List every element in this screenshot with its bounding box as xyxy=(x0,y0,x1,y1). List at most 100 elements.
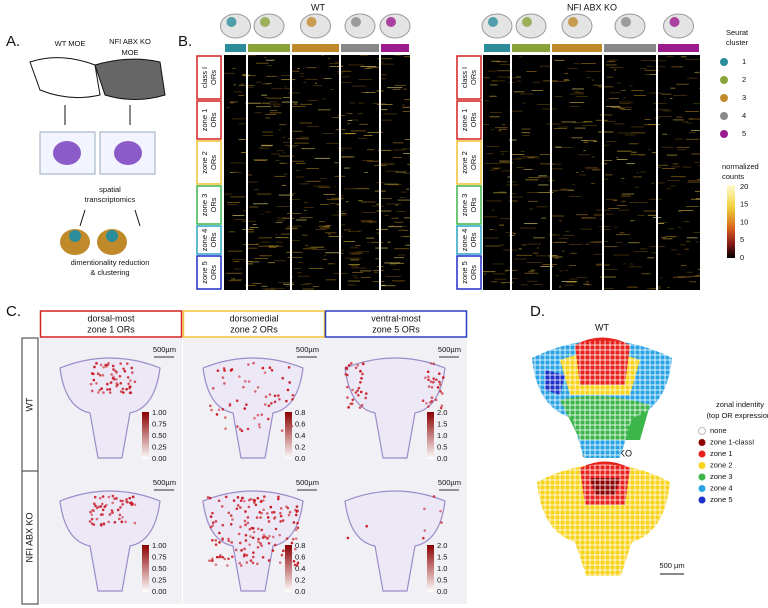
expression-spot xyxy=(427,385,431,388)
heat-streak xyxy=(669,98,673,99)
heat-streak xyxy=(595,119,608,121)
heat-streak xyxy=(521,244,527,246)
expression-spot xyxy=(356,389,359,392)
heat-streak xyxy=(538,184,549,186)
heat-streak xyxy=(651,252,659,254)
expression-spot xyxy=(432,495,436,498)
expression-spot xyxy=(436,386,440,389)
expression-spot xyxy=(246,521,250,525)
tissue xyxy=(114,141,142,165)
heat-streak xyxy=(608,207,620,209)
expression-spot xyxy=(110,373,113,376)
heat-streak xyxy=(260,146,263,148)
heat-streak xyxy=(602,144,610,146)
expression-spot xyxy=(351,398,355,402)
separator xyxy=(290,55,292,290)
row-box xyxy=(196,140,222,185)
expression-spot xyxy=(243,407,247,410)
heat-streak xyxy=(592,156,595,158)
expression-spot xyxy=(296,509,299,513)
expression-spot xyxy=(224,427,227,430)
expression-spot xyxy=(437,372,441,375)
panel-a: A. WT MOE NFI ABX KO MOE spatial transcr… xyxy=(6,33,166,277)
heat-streak xyxy=(341,76,350,78)
heat-streak xyxy=(248,55,257,57)
expression-spot xyxy=(426,370,430,374)
heat-streak xyxy=(568,265,577,266)
heat-streak xyxy=(506,184,519,186)
heat-streak xyxy=(282,136,286,138)
heat-streak xyxy=(387,87,403,89)
expression-spot xyxy=(223,369,226,372)
expression-spot xyxy=(296,521,299,525)
heat-streak xyxy=(576,277,588,279)
heat-streak xyxy=(646,288,660,290)
heat-streak xyxy=(307,99,318,101)
heat-streak xyxy=(299,136,309,138)
heat-streak xyxy=(327,263,333,264)
heat-streak xyxy=(527,200,538,202)
expression-spot xyxy=(261,536,265,539)
heat-streak xyxy=(402,236,410,237)
heat-streak xyxy=(685,111,699,112)
heat-streak xyxy=(312,286,319,287)
expression-spot xyxy=(128,385,132,389)
heat-streak xyxy=(680,244,687,246)
expression-spot xyxy=(214,563,218,567)
expression-spot xyxy=(263,495,266,498)
legend-label: zone 4 xyxy=(710,483,733,492)
heat-streak xyxy=(351,252,363,254)
expression-spot xyxy=(278,533,281,537)
colorbar-tick: 0.2 xyxy=(295,442,305,451)
heat-streak xyxy=(281,184,287,186)
heat-streak xyxy=(516,167,525,168)
heat-streak xyxy=(546,123,561,125)
expression-spot xyxy=(255,562,259,566)
heat-streak xyxy=(388,226,403,228)
heat-streak xyxy=(698,73,700,75)
expression-spot xyxy=(435,378,438,382)
expression-spot xyxy=(247,363,250,366)
heat-streak xyxy=(637,214,645,216)
heat-streak xyxy=(348,64,364,66)
heat-streak xyxy=(334,61,341,63)
heat-streak xyxy=(262,102,270,104)
heat-streak xyxy=(670,176,686,178)
heat-streak xyxy=(585,281,590,283)
row-label: ORs xyxy=(469,265,478,280)
heat-streak xyxy=(682,121,689,123)
heat-streak xyxy=(393,257,405,259)
heat-streak xyxy=(514,258,527,260)
heat-streak xyxy=(295,138,309,140)
heat-streak xyxy=(369,221,373,223)
heat-streak xyxy=(348,252,351,254)
expression-spot xyxy=(124,520,127,524)
heat-streak xyxy=(489,116,500,118)
heat-streak xyxy=(286,285,291,287)
heat-streak xyxy=(583,121,593,123)
expression-spot xyxy=(285,537,289,540)
separator xyxy=(379,55,381,290)
heat-streak xyxy=(599,218,603,220)
expression-spot xyxy=(104,365,108,368)
heat-streak xyxy=(542,80,557,82)
expression-spot xyxy=(121,499,124,503)
heat-streak xyxy=(271,87,283,89)
expression-spot xyxy=(123,369,127,373)
heat-streak xyxy=(606,61,616,63)
heat-streak xyxy=(282,152,285,153)
scale-label: 500µm xyxy=(296,345,319,354)
heat-streak xyxy=(268,245,280,247)
heat-streak xyxy=(605,213,614,215)
heat-streak xyxy=(307,246,312,248)
heat-streak xyxy=(561,121,576,123)
heat-streak xyxy=(559,220,562,222)
row-label: ORs xyxy=(209,232,218,247)
heat-streak xyxy=(623,263,626,265)
heat-streak xyxy=(330,89,334,90)
heat-streak xyxy=(277,129,281,131)
expression-spot xyxy=(268,366,272,370)
heat-streak xyxy=(240,152,247,153)
legend-dot xyxy=(720,94,728,102)
colorbar-title: counts xyxy=(722,172,744,181)
